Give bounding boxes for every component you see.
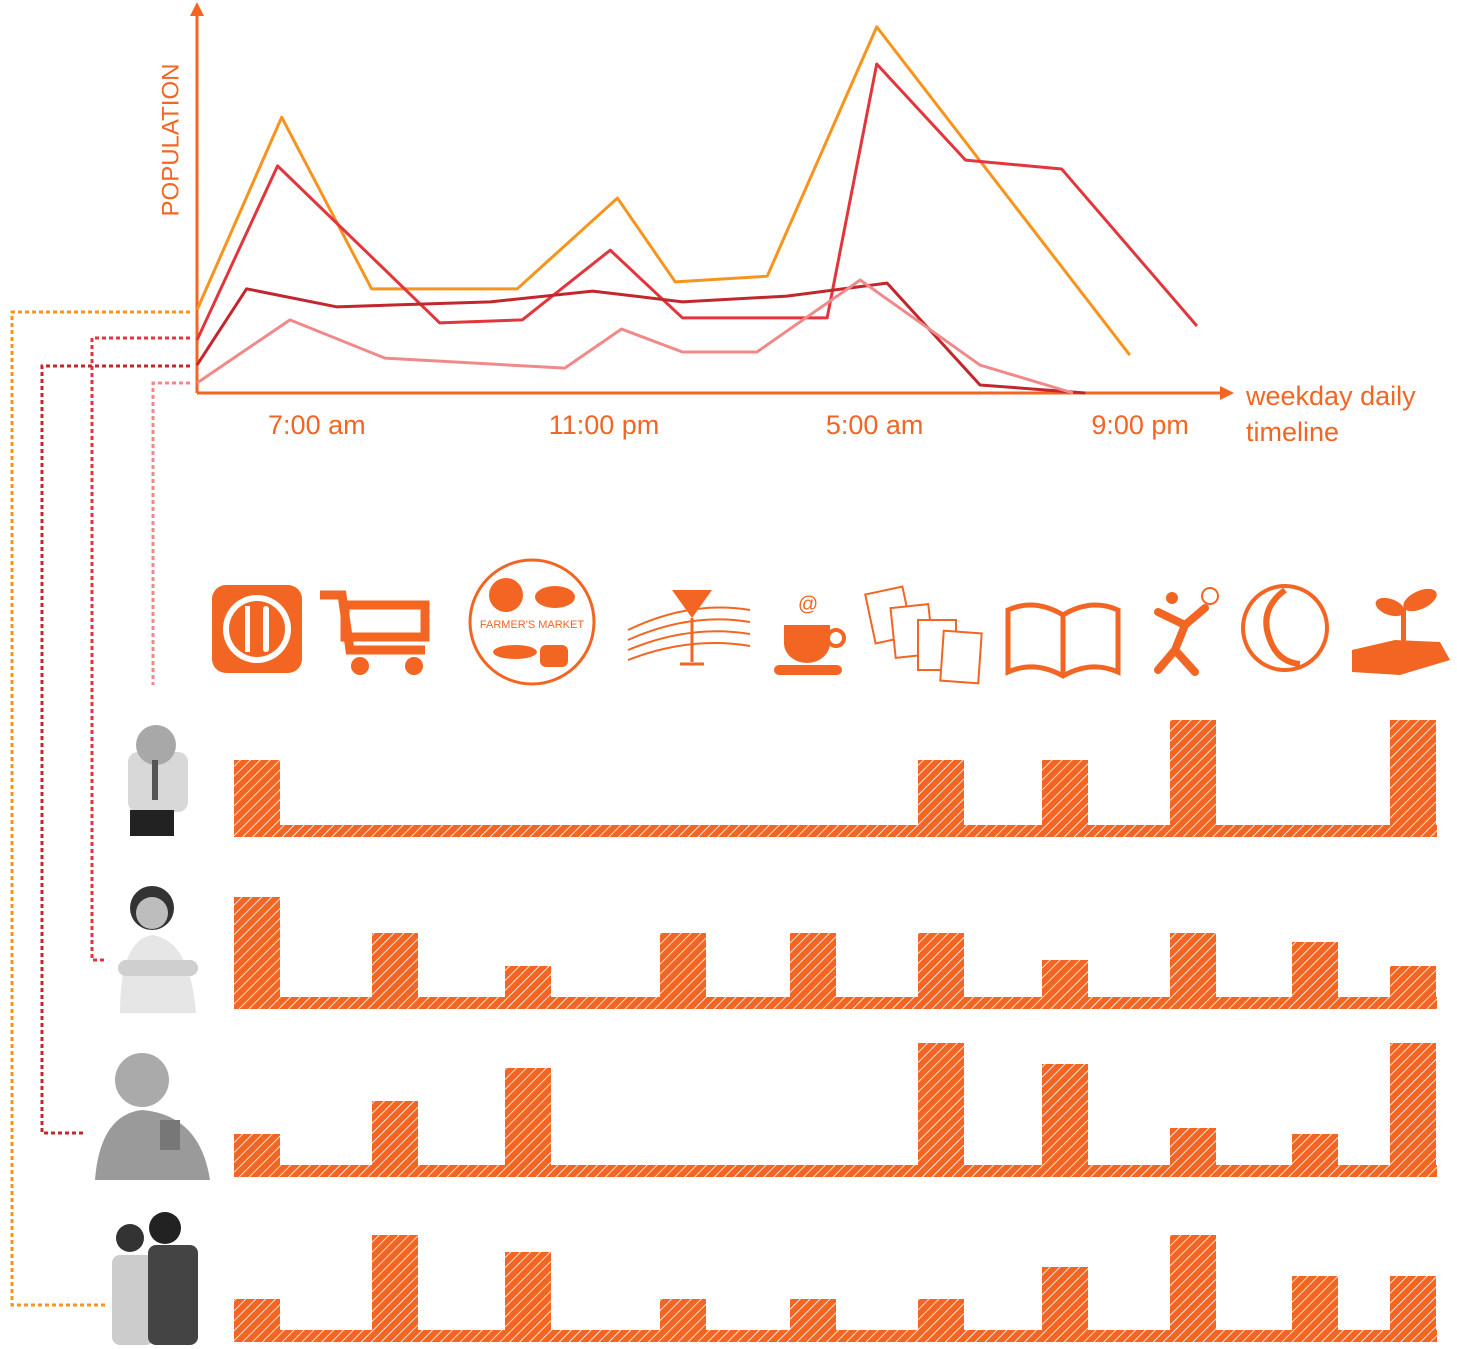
bar [660, 933, 706, 997]
lines [197, 27, 1197, 393]
x-tick-label: 7:00 am [268, 410, 366, 440]
baseline-strip [234, 825, 1437, 837]
baseline-strip [234, 1165, 1437, 1177]
bar [790, 1299, 836, 1330]
bar [1292, 1134, 1338, 1165]
bar [918, 1043, 964, 1165]
bar [660, 1299, 706, 1330]
x-tick-label: 11:00 pm [549, 410, 660, 440]
bar [1390, 1043, 1436, 1165]
baseline-strip [234, 1330, 1437, 1342]
bar [1292, 942, 1338, 997]
bar [918, 1299, 964, 1330]
bar [505, 1068, 551, 1165]
bar [1390, 966, 1436, 997]
x-tick-label: 5:00 am [826, 410, 924, 440]
bar [505, 966, 551, 997]
bar [1170, 720, 1216, 825]
axes [190, 2, 1234, 400]
restaurant-icon [212, 585, 302, 673]
series-line [197, 64, 1197, 340]
farmers-market-icon: FARMER'S MARKET [470, 560, 594, 684]
x-tick-label: 9:00 pm [1091, 410, 1189, 440]
cafe-icon: @ [774, 593, 844, 675]
y-axis-label: POPULATION [157, 64, 184, 217]
cards-icon [865, 587, 981, 684]
person-couple [112, 1212, 198, 1345]
bar [1292, 1276, 1338, 1330]
x-axis-label: weekday daily [1245, 381, 1416, 411]
bar [372, 1235, 418, 1330]
bar-music-icon [628, 590, 750, 664]
connector [92, 338, 190, 960]
person-elder [95, 1053, 210, 1180]
bar [918, 933, 964, 997]
infographic: POPULATION weekday daily timeline FARMER… [0, 0, 1457, 1349]
x-arrow [1220, 386, 1234, 400]
shopping-icon [320, 595, 425, 675]
bar [1170, 1128, 1216, 1165]
bar [505, 1252, 551, 1330]
bar [1042, 1064, 1088, 1165]
y-arrow [190, 2, 204, 16]
people [95, 725, 210, 1345]
icon-label: FARMER'S MARKET [480, 619, 584, 631]
gardening-icon [1352, 584, 1450, 675]
person-woman [118, 886, 198, 1013]
bar [234, 1299, 280, 1330]
bar [1042, 1267, 1088, 1330]
connector [153, 383, 190, 685]
bar [234, 1134, 280, 1165]
bar [1390, 720, 1436, 825]
activity-icons: FARMER'S MARKET @ [212, 560, 1450, 684]
reading-icon [1008, 605, 1118, 676]
baseline-strip [234, 997, 1437, 1009]
bar [1042, 960, 1088, 997]
icon-label: @ [798, 593, 818, 615]
bar [234, 760, 280, 825]
x-axis-label: timeline [1246, 417, 1339, 447]
bar [234, 897, 280, 997]
bar [1170, 933, 1216, 997]
bar [918, 760, 964, 825]
bar [372, 933, 418, 997]
bar [790, 933, 836, 997]
bar [1170, 1235, 1216, 1330]
bar [1390, 1276, 1436, 1330]
bar [1042, 760, 1088, 825]
beauty-icon [1243, 586, 1327, 670]
bar-rows [234, 720, 1437, 1342]
sports-icon [1158, 588, 1218, 672]
person-boy [128, 725, 188, 836]
bar [372, 1101, 418, 1165]
